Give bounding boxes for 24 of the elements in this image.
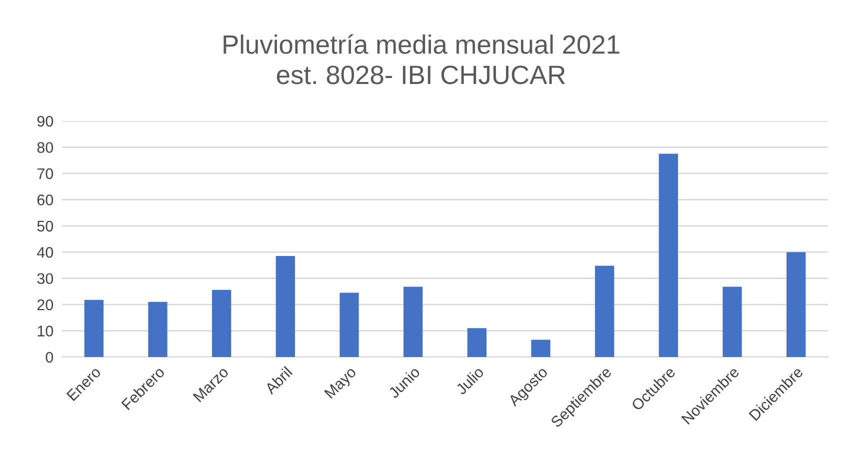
y-tick-label: 30 bbox=[37, 273, 54, 284]
bar bbox=[786, 252, 806, 357]
y-tick-label: 40 bbox=[37, 246, 54, 258]
bar bbox=[84, 300, 104, 357]
y-tick-label: 10 bbox=[38, 326, 54, 336]
bar bbox=[404, 286, 423, 357]
x-tick-label: Julio bbox=[454, 366, 484, 396]
bar bbox=[148, 302, 168, 357]
bar bbox=[212, 290, 232, 357]
y-tick-label: 80 bbox=[37, 142, 54, 153]
bar bbox=[467, 328, 486, 357]
y-tick-label: 50 bbox=[37, 220, 54, 232]
bar bbox=[276, 256, 295, 357]
bar bbox=[531, 340, 550, 357]
y-tick-label: 20 bbox=[37, 299, 54, 310]
y-tick-label: 0 bbox=[46, 352, 54, 363]
y-tick-label: 90 bbox=[37, 116, 54, 127]
bar bbox=[595, 266, 614, 357]
bar bbox=[340, 292, 359, 357]
chart-title: Pluviometría media mensual 2021 est. 8028- IBI CHJUCAR bbox=[224, 34, 620, 84]
y-tick-label: 60 bbox=[37, 194, 54, 206]
bar bbox=[658, 154, 678, 357]
bar bbox=[722, 286, 742, 357]
y-tick-label: 70 bbox=[37, 168, 54, 180]
